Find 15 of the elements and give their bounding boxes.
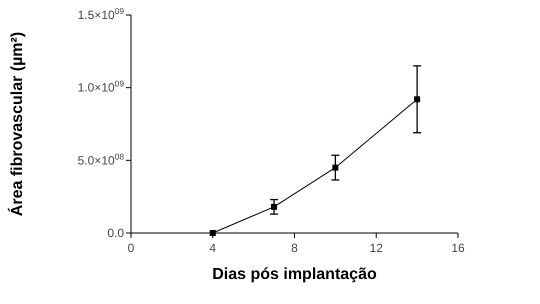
- point: [414, 96, 420, 102]
- x-tick-label: 8: [291, 241, 298, 255]
- point: [210, 230, 216, 236]
- y-tick-label: 1.5×10$^{09}$: [78, 6, 124, 22]
- x-tick-label: 4: [209, 241, 216, 255]
- y-tick-label: 1.0×10$^{09}$: [78, 78, 124, 95]
- x-axis-title: Dias pós implantação: [212, 266, 377, 283]
- x-tick-label: 16: [451, 241, 465, 255]
- point: [332, 164, 338, 171]
- y-tick-label: 5.0×10$^{08}$: [78, 151, 124, 168]
- x-tick-label: 12: [370, 241, 384, 255]
- y-axis-title: Área fibrovascular (µm²): [7, 32, 26, 216]
- point: [271, 204, 278, 210]
- y-tick-label: 0.0: [107, 226, 124, 240]
- x-tick-label: 0: [128, 241, 135, 255]
